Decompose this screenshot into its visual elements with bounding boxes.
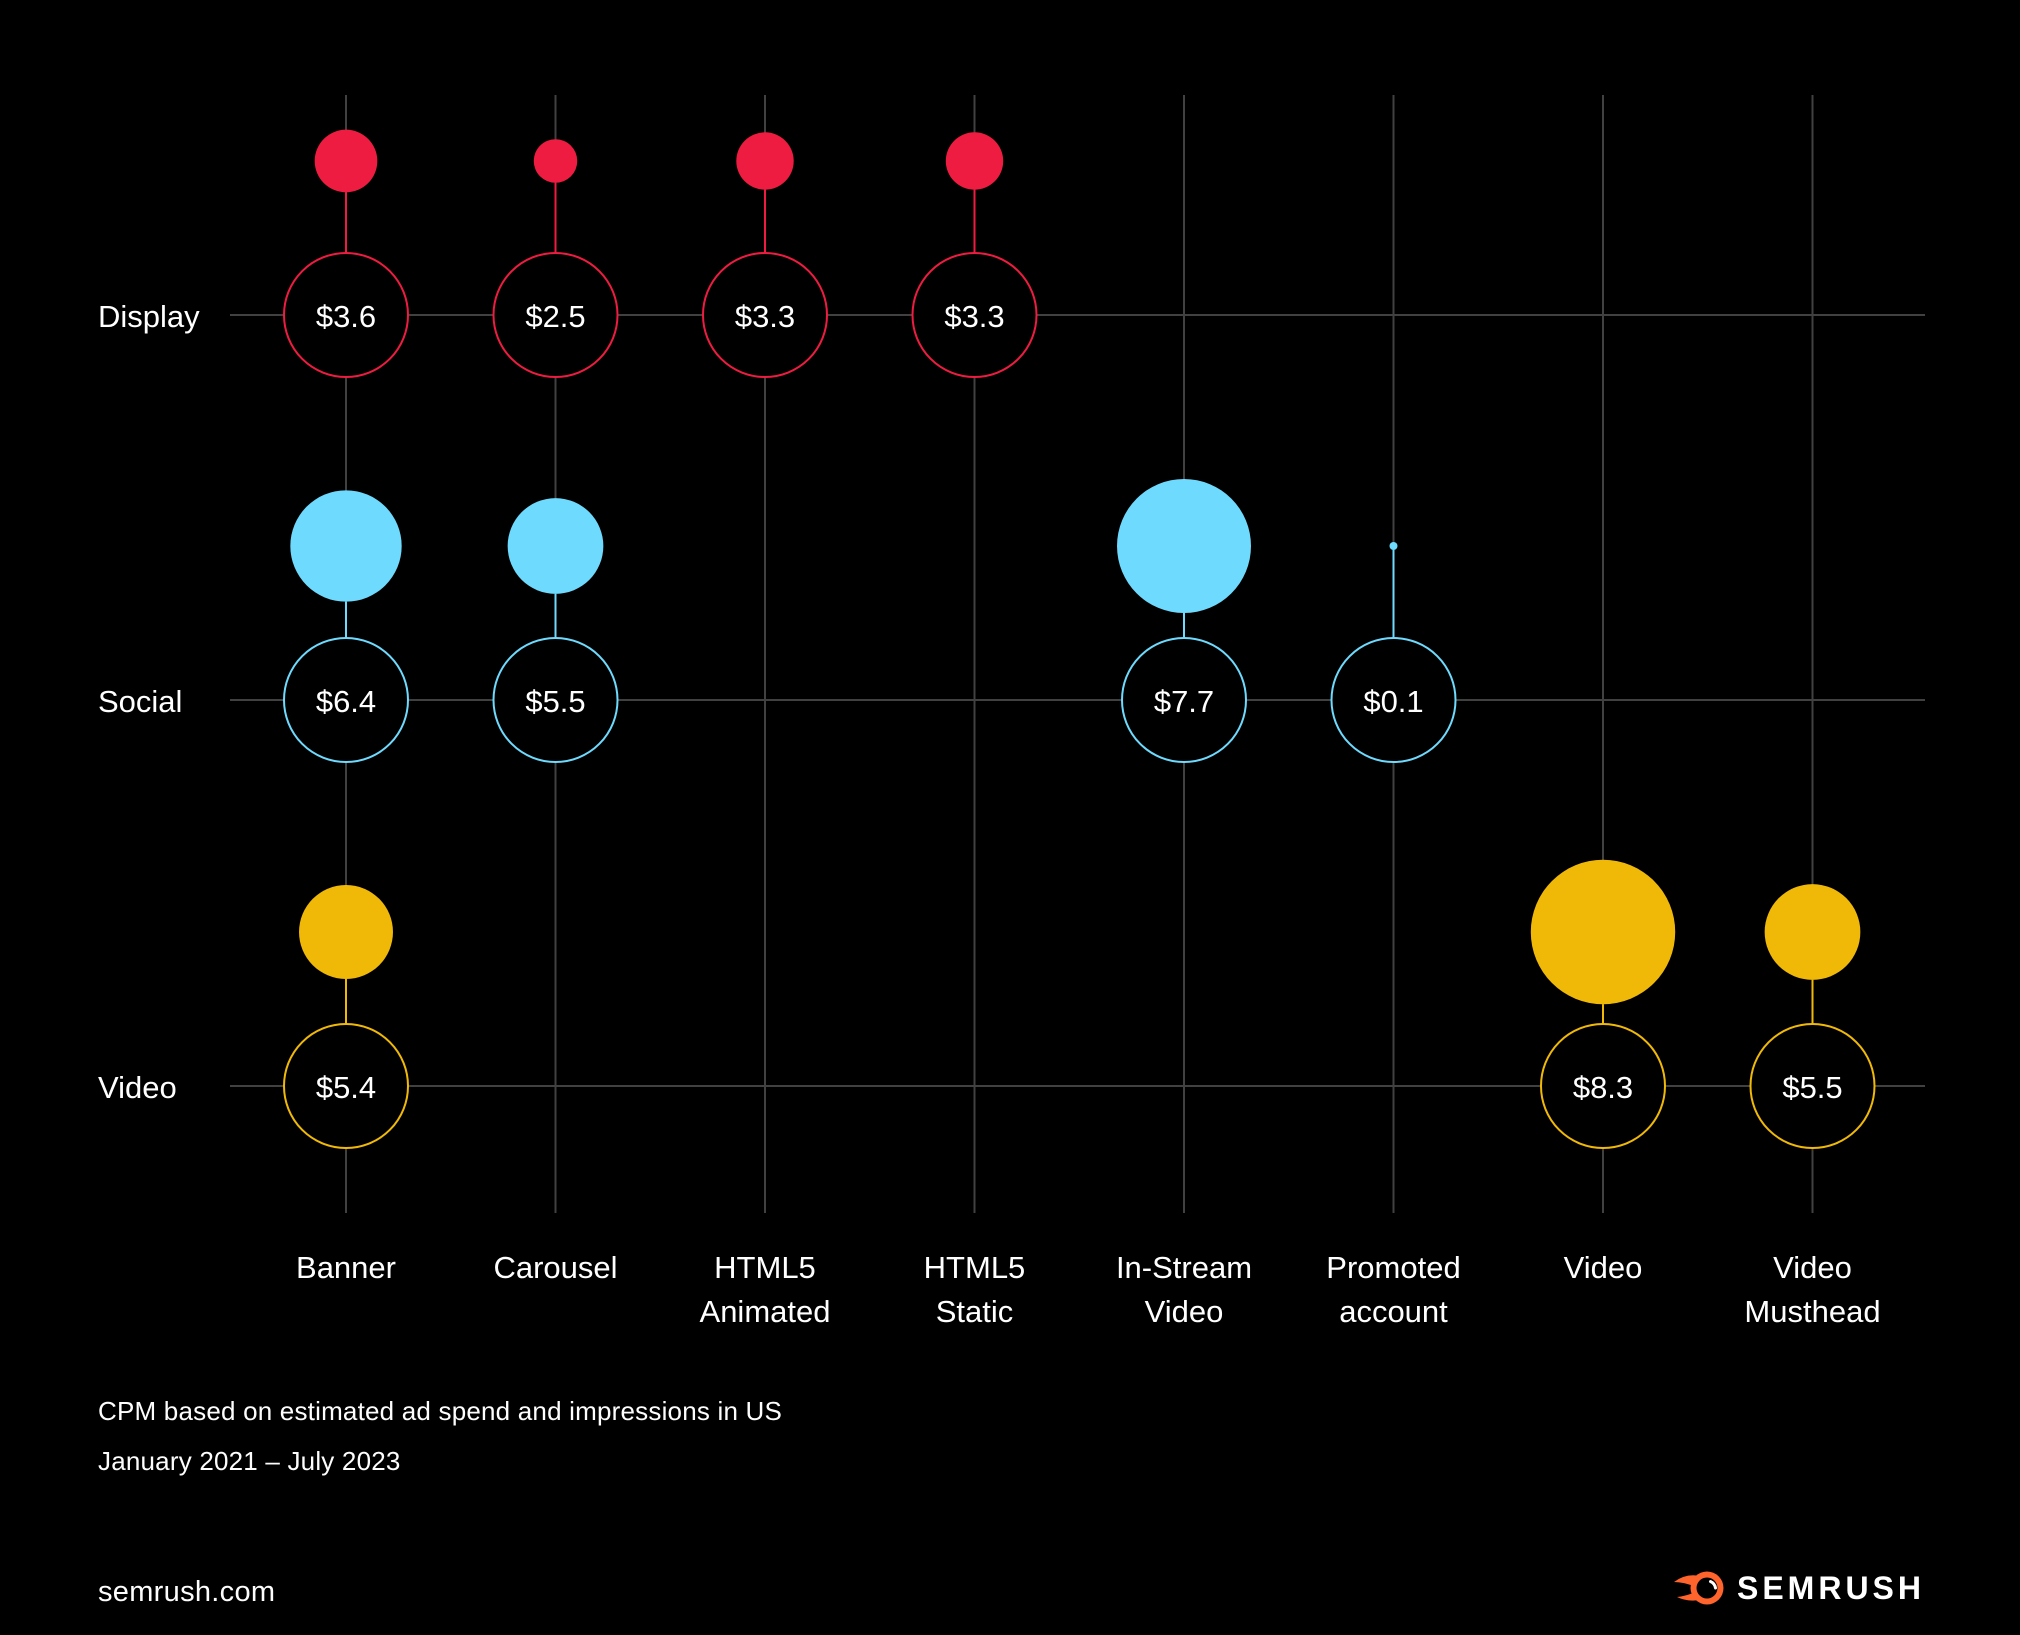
semrush-logo: SEMRUSH — [1673, 1558, 1925, 1618]
column-label: Video — [1564, 1250, 1643, 1285]
point-value-label: $8.3 — [1573, 1070, 1633, 1105]
point-value-label: $5.4 — [316, 1070, 376, 1105]
column-label: Animated — [700, 1294, 831, 1329]
point-value-circle — [492, 637, 619, 763]
column-label: account — [1339, 1294, 1448, 1329]
point-bubble — [290, 490, 402, 602]
point-value-label: $3.3 — [735, 299, 795, 334]
point-bubble — [507, 498, 604, 594]
point-bubble — [314, 129, 378, 193]
point-value-circle — [1540, 1023, 1666, 1149]
footnote-line-1: CPM based on estimated ad spend and impr… — [98, 1396, 783, 1426]
point-bubble — [533, 139, 578, 183]
column-label: Promoted — [1326, 1250, 1460, 1285]
point-value-label: $5.5 — [525, 684, 585, 719]
point-value-circle — [911, 252, 1038, 378]
point-bubble — [945, 132, 1004, 190]
footnote-line-2: January 2021 – July 2023 — [98, 1446, 401, 1476]
point-value-circle — [283, 1023, 409, 1149]
point-bubble — [1389, 542, 1398, 550]
chart-footnote: CPM based on estimated ad spend and impr… — [98, 1386, 782, 1486]
row-label: Social — [98, 684, 182, 719]
column-label: Musthead — [1744, 1294, 1880, 1329]
point-value-circle — [1121, 637, 1247, 763]
column-label: Video — [1773, 1250, 1852, 1285]
point-value-label: $0.1 — [1363, 684, 1423, 719]
point-value-circle — [1330, 637, 1457, 763]
point-value-circle — [702, 252, 828, 378]
semrush-logo-icon — [1673, 1571, 1724, 1605]
column-label: Carousel — [493, 1250, 617, 1285]
column-label: Banner — [296, 1250, 396, 1285]
site-url: semrush.com — [98, 1576, 276, 1608]
point-bubble — [299, 885, 393, 979]
point-value-label: $3.3 — [944, 299, 1004, 334]
semrush-logo-text: SEMRUSH — [1736, 1569, 1925, 1606]
point-value-circle — [1749, 1023, 1876, 1149]
point-value-circle — [492, 252, 619, 378]
point-bubble — [736, 132, 794, 190]
point-value-label: $6.4 — [316, 684, 376, 719]
column-label: Static — [936, 1294, 1014, 1329]
point-value-label: $2.5 — [525, 299, 585, 334]
point-value-circle — [283, 252, 409, 378]
point-value-label: $3.6 — [316, 299, 376, 334]
column-label: HTML5 — [924, 1250, 1026, 1285]
row-label: Video — [98, 1070, 177, 1105]
point-value-label: $5.5 — [1782, 1070, 1842, 1105]
point-bubble — [1764, 884, 1861, 980]
point-value-circle — [283, 637, 409, 763]
point-value-label: $7.7 — [1154, 684, 1214, 719]
column-label: HTML5 — [714, 1250, 816, 1285]
column-label: Video — [1145, 1294, 1224, 1329]
column-label: In-Stream — [1116, 1250, 1252, 1285]
point-bubble — [1530, 859, 1676, 1005]
point-bubble — [1117, 479, 1251, 613]
row-label: Display — [98, 299, 200, 334]
